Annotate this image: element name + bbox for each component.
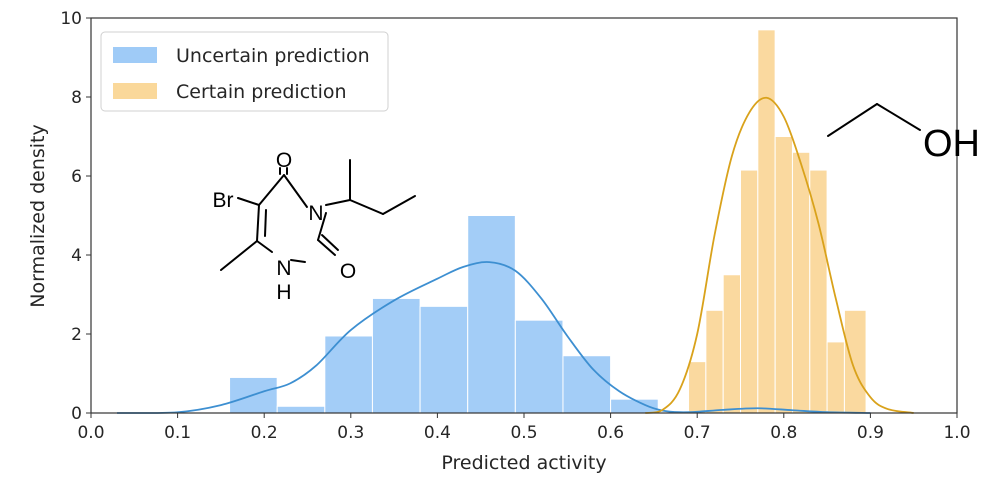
atom-label-oh: OH: [923, 123, 980, 165]
x-tick-label: 0.8: [770, 423, 797, 443]
x-axis-label: Predicted activity: [441, 452, 606, 474]
y-tick-label: 10: [60, 9, 82, 29]
legend-label-uncertain: Uncertain prediction: [176, 45, 370, 67]
y-tick-label: 8: [71, 88, 82, 108]
histogram-bar-series0-6: [514, 319, 564, 414]
histogram-bar-series1-7: [809, 169, 828, 414]
histogram-bar-series0-5: [467, 215, 516, 414]
x-tick-label: 1.0: [943, 423, 970, 443]
atom-label-br: Br: [213, 189, 234, 212]
histogram-bar-series1-5: [774, 136, 793, 414]
histogram-bar-series0-1: [276, 405, 326, 414]
atom-label-h: H: [276, 281, 291, 304]
legend-swatch-certain: [113, 83, 157, 99]
histogram-bar-series1-1: [705, 309, 724, 414]
histogram-bar-series1-0: [688, 361, 707, 414]
molecule-structure-bromacil: [220, 159, 416, 271]
histogram-bar-series0-4: [419, 305, 469, 414]
x-tick-label: 0.9: [857, 423, 884, 443]
histogram-bar-series0-3: [371, 297, 421, 414]
y-axis-ticks: 0 2 4 6 8 10: [60, 9, 91, 424]
x-tick-label: 0.0: [77, 423, 104, 443]
x-axis-ticks: 0.0 0.1 0.2 0.3 0.4 0.5 0.6 0.7 0.8 0.9 1.0: [77, 413, 971, 443]
x-tick-label: 0.3: [337, 423, 364, 443]
histogram-bar-series1-2: [722, 274, 741, 414]
x-tick-label: 0.7: [684, 423, 711, 443]
atom-label-n3: N: [308, 202, 323, 225]
atom-label-o-top: O: [276, 149, 292, 172]
x-tick-label: 0.2: [251, 423, 278, 443]
x-tick-label: 0.6: [597, 423, 624, 443]
histogram-bar-series1-8: [826, 341, 845, 414]
density-curves: [116, 96, 914, 414]
legend: Uncertain prediction Certain prediction: [100, 31, 389, 112]
kde-curve-series1: [645, 96, 914, 414]
molecule-structure-ethanol: [827, 103, 921, 137]
legend-label-certain: Certain prediction: [176, 81, 347, 103]
x-tick-label: 0.1: [164, 423, 191, 443]
y-tick-label: 6: [71, 167, 82, 187]
histogram-bar-series1-3: [740, 169, 759, 414]
kde-curve-series0: [116, 261, 871, 414]
legend-swatch-uncertain: [113, 47, 157, 63]
x-tick-label: 0.4: [424, 423, 451, 443]
y-tick-label: 4: [71, 246, 82, 266]
histogram-bar-series1-4: [757, 29, 776, 414]
y-tick-label: 2: [71, 325, 82, 345]
histogram-bars: [229, 29, 867, 414]
histogram-bar-series0-2: [324, 335, 373, 414]
atom-label-o-right: O: [340, 260, 356, 283]
histogram-bar-series0-7: [562, 355, 612, 414]
atom-label-n1: N: [276, 257, 291, 280]
y-axis-label: Normalized density: [27, 124, 49, 307]
histogram-bar-series1-9: [843, 309, 867, 414]
x-tick-label: 0.5: [510, 423, 537, 443]
y-tick-label: 0: [71, 404, 82, 424]
legend-frame: [100, 31, 389, 112]
histogram-bar-series0-8: [610, 398, 659, 414]
histogram-bar-series1-6: [791, 151, 811, 414]
